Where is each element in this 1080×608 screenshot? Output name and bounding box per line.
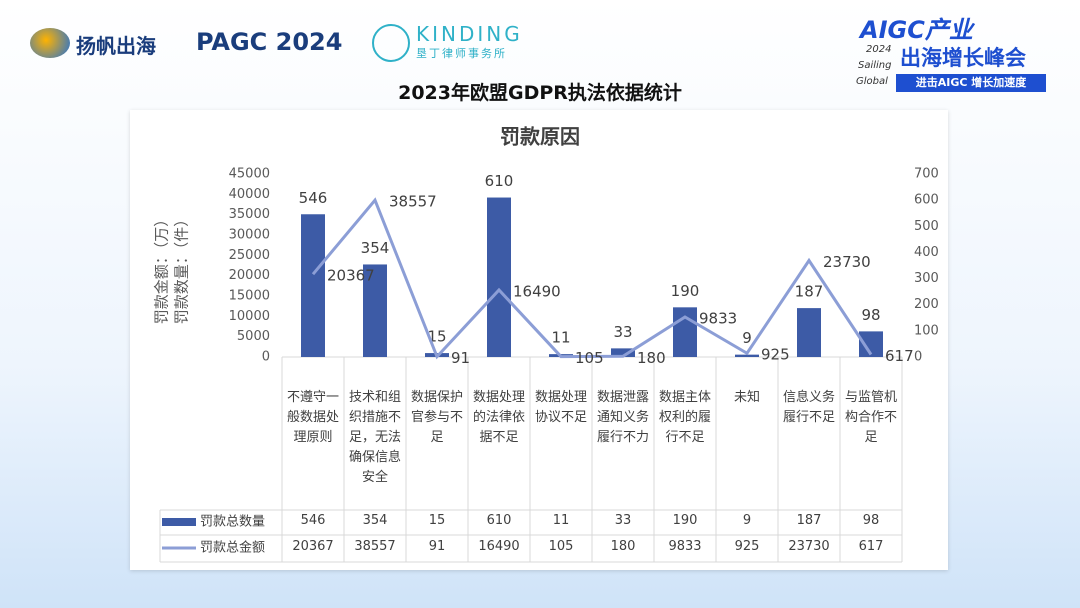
table-cell: 610: [486, 513, 512, 528]
bar: [673, 307, 697, 357]
bar-value-label: 610: [485, 172, 514, 190]
y-tick-label: 0: [262, 350, 270, 365]
y-tick-label: 10000: [229, 309, 270, 324]
y2-tick-label: 100: [914, 323, 939, 338]
event-name: PAGC 2024: [196, 28, 343, 56]
legend-key: [162, 518, 196, 526]
line-value-label: 20367: [327, 267, 375, 285]
category-label: 未知: [733, 390, 760, 405]
table-cell: 38557: [354, 539, 396, 554]
table-cell: 91: [428, 539, 446, 554]
firm-logo: [372, 24, 410, 62]
category-label: 技术和组织措施不足，无法确保信息安全: [348, 390, 401, 485]
bar: [797, 308, 821, 357]
bar-value-label: 9: [742, 329, 752, 347]
y2-tick-label: 0: [914, 350, 922, 365]
line-value-label: 16490: [513, 282, 561, 300]
table-cell: 11: [552, 513, 570, 528]
y-tick-label: 5000: [237, 329, 270, 344]
brand-name: 扬帆出海: [76, 34, 156, 58]
bar-value-label: 354: [361, 239, 390, 257]
table-cell: 9: [742, 513, 752, 528]
y2-tick-label: 700: [914, 167, 939, 182]
bar: [487, 197, 511, 357]
legend-label: 罚款总金额: [200, 540, 265, 556]
bar: [363, 264, 387, 357]
firm-cn: 垦丁律师事务所: [416, 47, 507, 60]
bar: [611, 348, 635, 357]
y-tick-label: 45000: [229, 167, 270, 182]
category-label: 数据主体权利的履行不足: [658, 390, 711, 445]
summit-top: AIGC产业: [860, 16, 973, 44]
category-label: 数据处理协议不足: [534, 390, 587, 425]
table-cell: 546: [300, 513, 326, 528]
summit-year: 2024: [866, 44, 892, 55]
bar-value-label: 98: [861, 306, 880, 324]
bar-value-label: 11: [551, 329, 570, 347]
y2-tick-label: 500: [914, 219, 939, 234]
line-value-label: 91: [451, 349, 470, 367]
y-tick-label: 35000: [229, 207, 270, 222]
y-tick-label: 25000: [229, 248, 270, 263]
table-cell: 617: [858, 539, 884, 554]
line-value-label: 617: [885, 347, 914, 365]
line-value-label: 9833: [699, 310, 737, 328]
table-cell: 33: [614, 513, 632, 528]
y-axis-label: 罚款金额：（万）: [153, 212, 171, 325]
table-cell: 180: [610, 539, 636, 554]
bar-value-label: 187: [795, 283, 824, 301]
y2-tick-label: 200: [914, 297, 939, 312]
y-tick-label: 40000: [229, 187, 270, 202]
y-tick-label: 15000: [229, 289, 270, 304]
table-cell: 105: [548, 539, 574, 554]
bar-value-label: 33: [613, 323, 632, 341]
line: [311, 197, 873, 360]
table-cell: 16490: [478, 539, 520, 554]
category-label: 数据保护官参与不足: [410, 390, 463, 445]
summit-main: 出海增长峰会: [900, 46, 1026, 70]
table-cell: 9833: [668, 539, 702, 554]
table-cell: 190: [672, 513, 698, 528]
summit-sailing: Sailing: [858, 60, 892, 71]
summit-tag: 进击AIGC 增长加速度: [896, 74, 1046, 92]
line-value-label: 23730: [823, 253, 871, 271]
table-cell: 187: [796, 513, 822, 528]
y2-tick-label: 600: [914, 193, 939, 208]
category-label: 与监管机构合作不足: [844, 390, 897, 445]
bar: [735, 354, 759, 357]
y-tick-label: 20000: [229, 268, 270, 283]
line-value-label: 180: [637, 349, 666, 367]
bar: [301, 214, 325, 357]
bar-value-label: 546: [299, 189, 328, 207]
y2-tick-label: 300: [914, 271, 939, 286]
line-value-label: 105: [575, 349, 604, 367]
slide-title: 2023年欧盟GDPR执法依据统计: [398, 82, 682, 104]
table-cell: 98: [862, 513, 880, 528]
category-label: 不遵守一般数据处理原则: [286, 390, 339, 445]
y2-axis-label: 罚款数量：（件）: [173, 212, 191, 325]
table-cell: 23730: [788, 539, 830, 554]
chart-title: 罚款原因: [500, 125, 580, 149]
y2-tick-label: 400: [914, 245, 939, 260]
table-cell: 15: [428, 513, 446, 528]
line-value-label: 38557: [389, 193, 437, 211]
brand-logo: [30, 28, 70, 58]
table-cell: 925: [734, 539, 760, 554]
category-label: 数据处理的法律依据不足: [472, 390, 525, 445]
bar-value-label: 190: [671, 282, 700, 300]
legend-label: 罚款总数量: [200, 515, 265, 530]
table-cell: 354: [362, 513, 388, 528]
summit-global: Global: [856, 76, 888, 87]
table-cell: 20367: [292, 539, 334, 554]
firm-en: KINDING: [416, 22, 523, 46]
category-label: 信息义务履行不足: [782, 390, 835, 425]
category-label: 数据泄露通知义务履行不力: [596, 390, 649, 445]
line-value-label: 925: [761, 346, 790, 364]
y-tick-label: 30000: [229, 228, 270, 243]
